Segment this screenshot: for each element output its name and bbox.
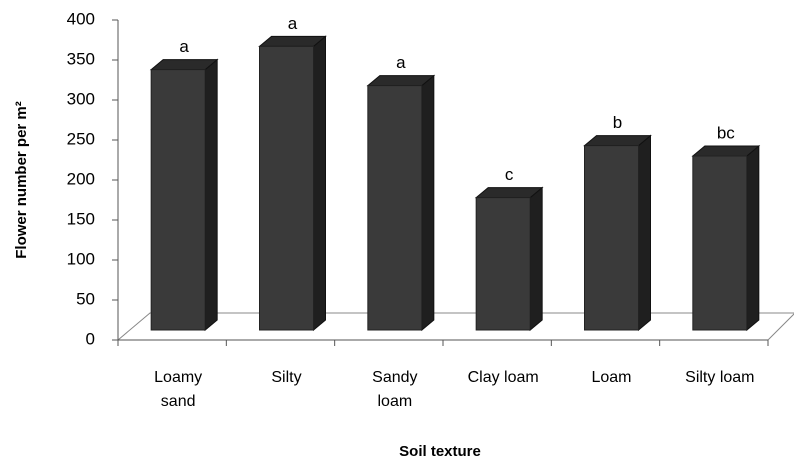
bar-top: [691, 145, 761, 157]
y-tick-label: 200: [67, 169, 95, 188]
bar: [259, 45, 314, 331]
y-axis-title: Flower number per m²: [13, 101, 30, 259]
x-tick-label: Silty: [271, 369, 302, 386]
x-tick-label: Clay loam: [467, 369, 539, 386]
bar: [692, 155, 748, 331]
y-tick-label: 400: [67, 9, 95, 28]
bar: [475, 197, 531, 331]
bar-top: [258, 35, 327, 47]
bar-side: [313, 35, 326, 332]
significance-letter: a: [396, 53, 406, 72]
significance-letter: a: [179, 37, 189, 56]
bar-top: [149, 59, 219, 71]
bar: [367, 85, 423, 331]
y-tick-label: 250: [67, 129, 95, 148]
bar-side: [421, 74, 435, 332]
x-axis-title: Soil texture: [399, 443, 481, 459]
y-tick-label: 50: [76, 289, 95, 308]
bar-side: [746, 144, 760, 332]
bar-top: [366, 75, 436, 87]
bar-top: [474, 187, 544, 199]
significance-letter: a: [288, 14, 298, 33]
bar-top: [583, 135, 652, 147]
y-tick-label: 350: [67, 49, 95, 68]
x-tick-label: Loamy sand: [154, 369, 203, 410]
bar-side: [204, 58, 218, 332]
bar-side: [638, 134, 651, 332]
x-tick-label: Sandy loam: [372, 369, 418, 410]
significance-letter: bc: [717, 123, 735, 142]
bar: [150, 69, 206, 331]
y-tick-label: 150: [67, 209, 95, 228]
y-tick-label: 300: [67, 89, 95, 108]
significance-letter: b: [613, 113, 622, 132]
x-tick-label: Silty loam: [685, 369, 755, 386]
x-tick-label: Loam: [591, 369, 632, 386]
bar-side: [529, 186, 543, 332]
significance-letter: c: [505, 165, 514, 184]
y-tick-label: 0: [86, 329, 95, 348]
y-tick-label: 100: [67, 249, 95, 268]
bar: [584, 145, 639, 331]
